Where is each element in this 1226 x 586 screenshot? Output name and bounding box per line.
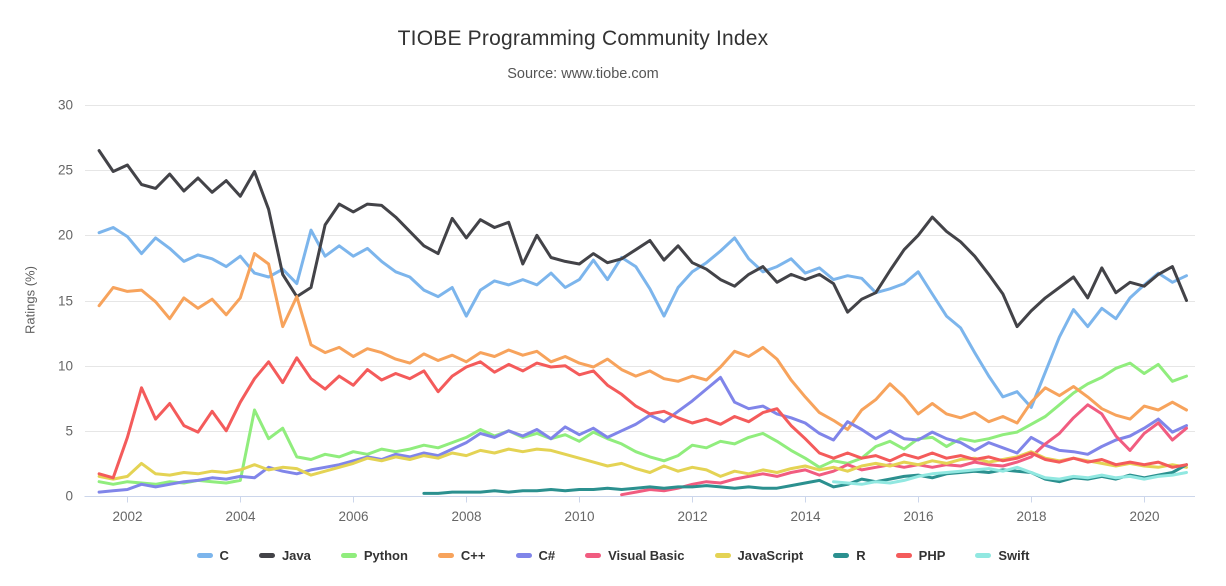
legend-item-javascript[interactable]: JavaScript xyxy=(714,548,804,563)
series-line-java xyxy=(97,149,1188,329)
legend-swatch-icon xyxy=(833,553,850,558)
legend-label: R xyxy=(856,548,866,563)
legend-swatch-icon xyxy=(585,553,602,558)
x-tick-label: 2008 xyxy=(451,509,481,524)
legend-item-c[interactable]: C xyxy=(196,548,229,563)
legend-label: Swift xyxy=(998,548,1030,563)
series-line-c- xyxy=(97,252,1188,431)
legend-swatch-icon xyxy=(515,553,532,558)
legend-swatch-icon xyxy=(714,553,731,558)
x-tick-label: 2006 xyxy=(338,509,368,524)
legend-label: C xyxy=(219,548,229,563)
y-tick-label: 15 xyxy=(58,294,73,309)
x-tick-label: 2012 xyxy=(677,509,707,524)
series-line-visual-basic xyxy=(620,403,1188,497)
legend-swatch-icon xyxy=(975,553,992,558)
series-line-python xyxy=(97,361,1188,486)
legend-item-r[interactable]: R xyxy=(833,548,866,563)
y-tick-label: 10 xyxy=(58,359,73,374)
legend-item-visual-basic[interactable]: Visual Basic xyxy=(585,548,685,563)
chart-title: TIOBE Programming Community Index xyxy=(397,27,769,50)
y-tick-label: 5 xyxy=(65,424,73,439)
legend-label: JavaScript xyxy=(737,548,804,563)
x-tick-label: 2016 xyxy=(903,509,933,524)
x-tick-label: 2020 xyxy=(1129,509,1159,524)
legend-swatch-icon xyxy=(258,553,275,558)
legend-item-c-[interactable]: C++ xyxy=(437,548,486,563)
legend-label: C# xyxy=(538,548,556,563)
legend-swatch-icon xyxy=(437,553,454,558)
x-tick-label: 2010 xyxy=(564,509,594,524)
series-line-c- xyxy=(97,375,1188,494)
series-line-r xyxy=(422,463,1188,495)
legend-item-java[interactable]: Java xyxy=(258,548,311,563)
legend-swatch-icon xyxy=(340,553,357,558)
legend-label: PHP xyxy=(918,548,946,563)
legend-swatch-icon xyxy=(895,553,912,558)
y-tick-label: 0 xyxy=(65,489,73,504)
legend-label: C++ xyxy=(460,548,486,563)
chart-subtitle: Source: www.tiobe.com xyxy=(507,66,659,82)
y-tick-label: 25 xyxy=(58,163,73,178)
x-tick-label: 2004 xyxy=(225,509,256,524)
legend-label: Python xyxy=(363,548,408,563)
x-tick-label: 2014 xyxy=(790,509,821,524)
legend-item-php[interactable]: PHP xyxy=(895,548,946,563)
x-tick-label: 2002 xyxy=(112,509,142,524)
legend-item-python[interactable]: Python xyxy=(340,548,408,563)
series-line-php xyxy=(97,356,1188,480)
y-tick-label: 20 xyxy=(58,228,73,243)
series-line-swift xyxy=(832,465,1188,486)
legend: C Java Python C++ C# Visual Basic JavaScript R P… xyxy=(0,548,1226,563)
legend-swatch-icon xyxy=(196,553,213,558)
legend-item-swift[interactable]: Swift xyxy=(975,548,1029,563)
legend-item-c-[interactable]: C# xyxy=(515,548,556,563)
legend-label: Visual Basic xyxy=(608,548,685,563)
y-tick-label: 30 xyxy=(58,98,73,113)
x-tick-label: 2018 xyxy=(1016,509,1046,524)
legend-label: Java xyxy=(281,548,311,563)
